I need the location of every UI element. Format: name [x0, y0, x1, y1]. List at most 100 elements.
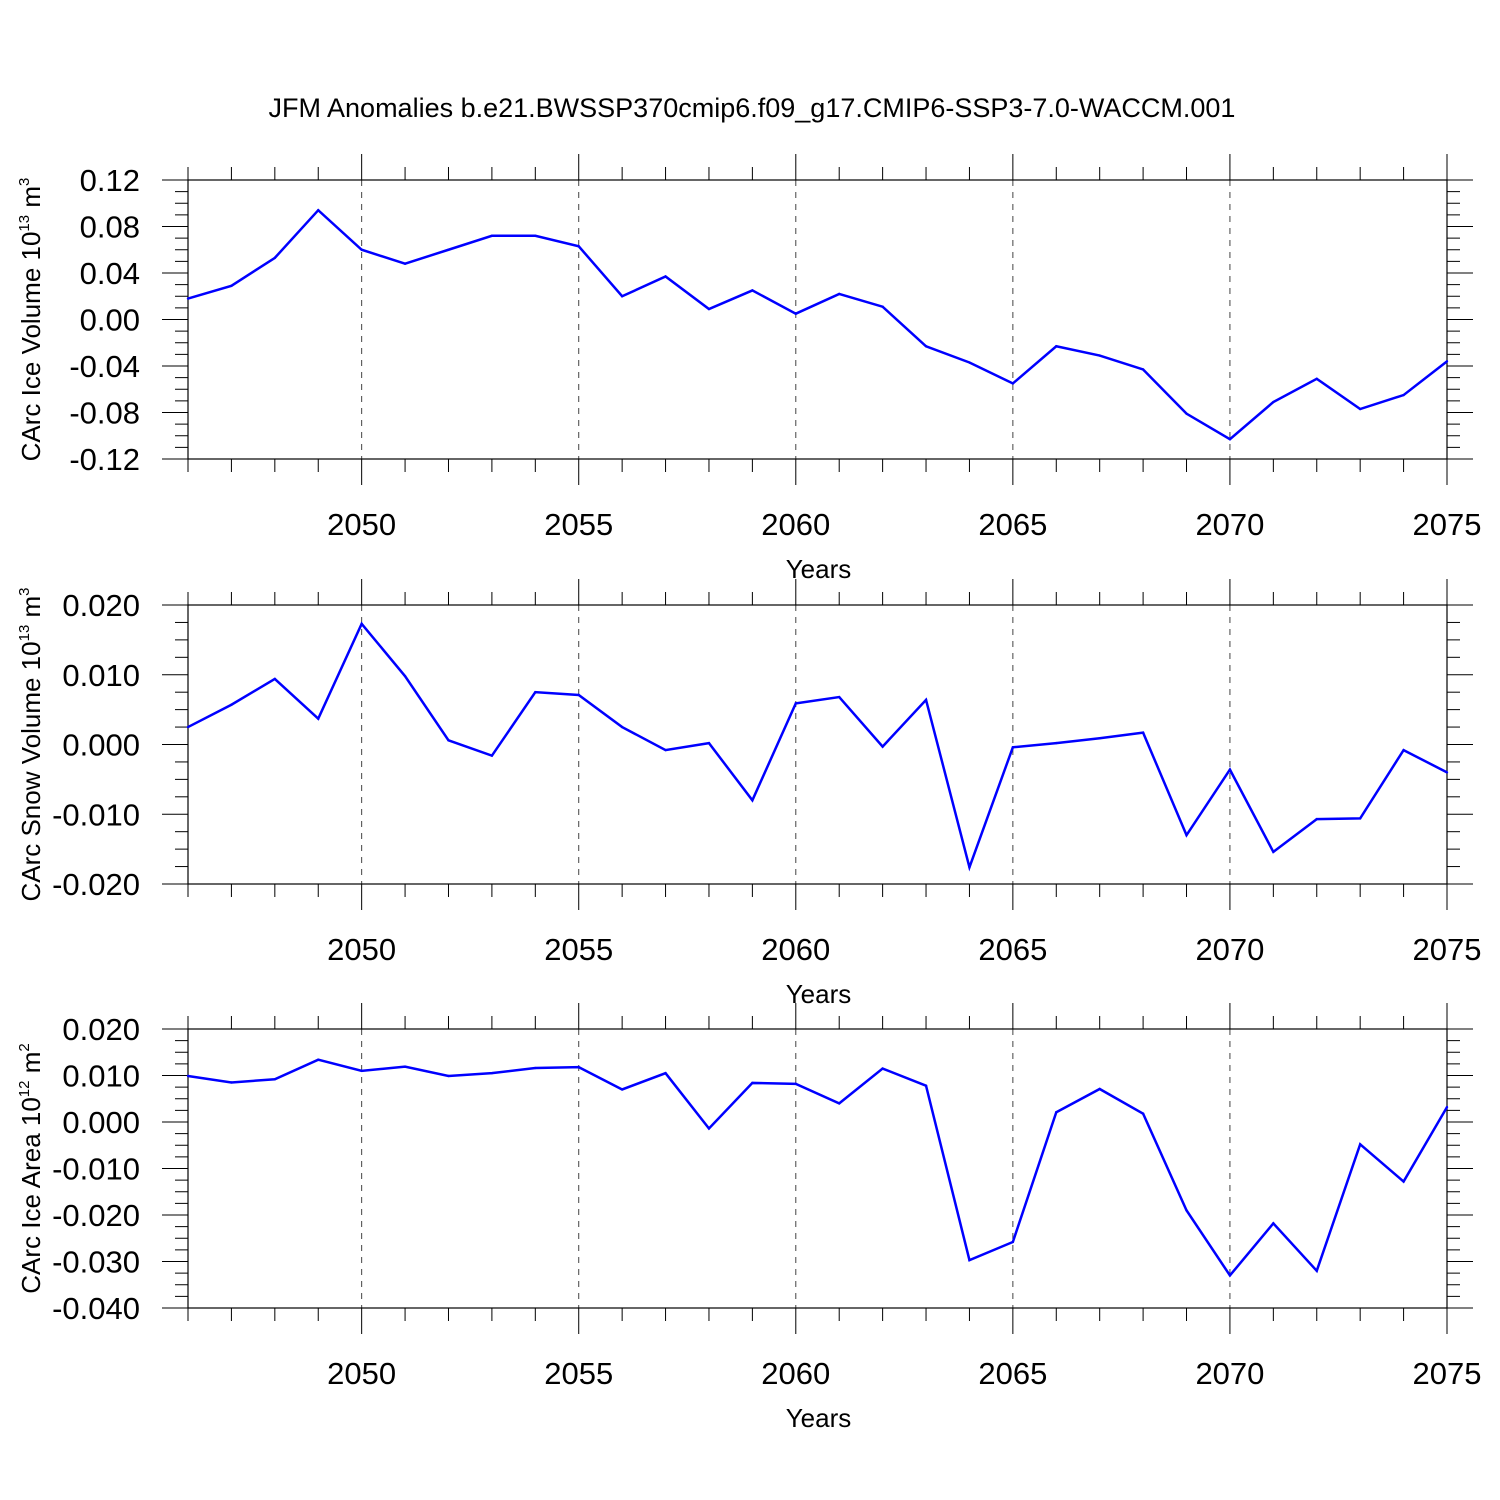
data-point [490, 1071, 494, 1075]
y-tick-label: 0.000 [62, 1105, 140, 1140]
data-point [534, 690, 537, 694]
data-point [317, 209, 320, 212]
y-tick-label: 0.08 [80, 210, 140, 245]
data-point [1055, 1111, 1058, 1114]
x-tick-label: 2055 [544, 932, 613, 967]
data-point [577, 245, 580, 248]
data-point [273, 677, 277, 681]
y-axis-title-part: CArc Snow Volume 10 [16, 641, 46, 901]
data-point [664, 275, 667, 278]
y-tick-label: -0.010 [52, 1152, 140, 1187]
data-point [794, 1082, 797, 1086]
data-point [577, 1065, 580, 1069]
data-point [1011, 1240, 1015, 1244]
y-tick-label: 0.010 [62, 658, 140, 693]
x-tick-label: 2075 [1413, 932, 1482, 967]
data-point [1185, 1209, 1188, 1212]
data-point [838, 1102, 841, 1105]
y-tick-label: -0.020 [52, 1198, 140, 1233]
data-point [707, 307, 711, 311]
data-point [1055, 345, 1058, 348]
data-point [1098, 737, 1101, 740]
panel-ice-area: 0.020 0.010 0.000 -0.010 -0.020 -0.030 -0.040 2… [16, 1003, 1481, 1433]
data-point [707, 741, 711, 745]
y-axis-title-part: CArc Ice Volume 10 [16, 232, 46, 462]
data-point [794, 312, 797, 315]
data-point [664, 1071, 667, 1075]
y-axis-title-superscript: 2 [16, 1043, 33, 1051]
data-point [751, 1081, 754, 1085]
y-axis-title-superscript: 3 [16, 178, 33, 186]
data-point [186, 1074, 190, 1078]
data-point [664, 748, 667, 752]
x-axis-title: Years [786, 1403, 852, 1433]
data-point [881, 305, 884, 308]
data-point [1358, 1143, 1362, 1146]
data-point [360, 622, 363, 626]
x-tick-label: 2060 [761, 1356, 830, 1391]
data-point [577, 693, 580, 697]
data-point [1055, 741, 1058, 745]
x-tick-label: 2055 [544, 1356, 613, 1391]
data-point [1228, 438, 1232, 441]
x-tick-label: 2070 [1195, 507, 1264, 542]
data-point [317, 717, 320, 720]
data-point [360, 1069, 363, 1073]
x-tick-label: 2050 [327, 507, 396, 542]
panel-ice-volume: 0.12 0.08 0.04 0.00 -0.04 -0.08 -0.12 2050 2055 2… [16, 154, 1481, 584]
x-tick-label: 2065 [978, 932, 1047, 967]
data-point [1141, 1112, 1145, 1115]
y-tick-label: 0.020 [62, 1012, 140, 1047]
y-axis-title-superscript: 13 [16, 625, 33, 642]
series-line-ice-volume [187, 208, 1448, 441]
data-point [447, 248, 450, 251]
y-axis-title-superscript: 12 [16, 1081, 33, 1098]
data-point [1011, 382, 1015, 385]
x-tick-label: 2070 [1195, 932, 1264, 967]
data-point [838, 695, 841, 699]
data-point [1315, 377, 1318, 380]
plot-frame [187, 604, 1448, 885]
data-point [273, 256, 277, 260]
x-axis-title: Years [786, 554, 852, 584]
y-tick-label: 0.020 [62, 588, 140, 623]
x-tick-label: 2065 [978, 1356, 1047, 1391]
x-tick-label: 2060 [761, 932, 830, 967]
y-tick-label: 0.000 [62, 728, 140, 763]
data-point [1402, 393, 1405, 397]
y-tick-label: 0.00 [80, 303, 140, 338]
data-point [1228, 768, 1232, 771]
y-axis-title-superscript: 3 [16, 587, 33, 595]
y-tick-label: -0.12 [69, 442, 140, 477]
data-point [1315, 1269, 1318, 1273]
series-line-snow-volume [187, 621, 1448, 872]
y-axis-title-part: m [16, 596, 46, 625]
data-point [403, 674, 407, 678]
data-point [751, 799, 754, 802]
data-point [1358, 817, 1362, 820]
y-tick-label: 0.010 [62, 1059, 140, 1094]
data-point [186, 725, 190, 729]
chart-title: JFM Anomalies b.e21.BWSSP370cmip6.f09_g1… [269, 93, 1236, 123]
x-tick-label: 2055 [544, 507, 613, 542]
plot-frame [187, 179, 1448, 460]
data-point [707, 1127, 711, 1130]
y-axis-title: CArc Snow Volume 1013 m3 [16, 587, 46, 901]
data-point [317, 1058, 320, 1061]
y-tick-label: 0.04 [80, 256, 140, 291]
y-tick-label: -0.020 [52, 867, 140, 902]
y-tick-label: -0.04 [69, 349, 140, 384]
data-point [1098, 354, 1101, 357]
y-axis-title-part: CArc Ice Area 10 [16, 1097, 46, 1294]
data-point [447, 1074, 450, 1078]
data-point [1185, 833, 1188, 837]
x-tick-label: 2065 [978, 507, 1047, 542]
data-point [490, 234, 494, 237]
data-point [1098, 1087, 1101, 1091]
data-point [968, 361, 971, 364]
data-point [490, 754, 494, 757]
data-point [794, 702, 797, 705]
data-point [620, 725, 624, 729]
y-axis-title: CArc Ice Volume 1013 m3 [16, 178, 46, 462]
